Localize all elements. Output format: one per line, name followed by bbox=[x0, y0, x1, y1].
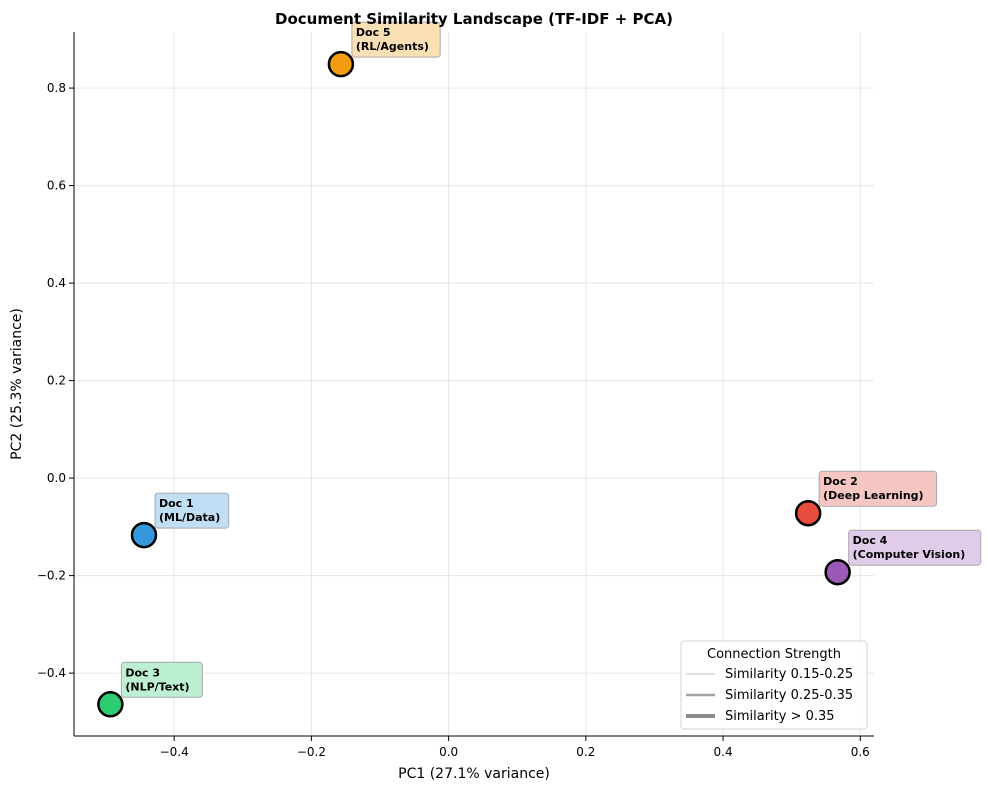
point-label-box bbox=[351, 21, 441, 58]
x-tick-label: −0.4 bbox=[160, 745, 189, 759]
data-point-group: Doc 3(NLP/Text) bbox=[97, 661, 203, 718]
point-topic: (RL/Agents) bbox=[356, 40, 429, 53]
point-topic: (ML/Data) bbox=[159, 511, 220, 524]
legend-entry-label: Similarity > 0.35 bbox=[725, 709, 835, 724]
x-tick-label: −0.2 bbox=[297, 745, 326, 759]
x-tick-label: 0.0 bbox=[439, 745, 458, 759]
point-label: Doc 2 bbox=[823, 475, 858, 488]
legend-title: Connection Strength bbox=[707, 647, 841, 662]
point-label-box bbox=[154, 492, 230, 529]
y-tick-label: 0.4 bbox=[47, 276, 66, 290]
data-point-group: Doc 2(Deep Learning) bbox=[794, 470, 938, 527]
point-topic: (Deep Learning) bbox=[823, 489, 923, 502]
y-tick-label: 0.0 bbox=[47, 471, 66, 485]
data-points: Doc 1(ML/Data)Doc 2(Deep Learning)Doc 3(… bbox=[97, 21, 982, 718]
point-label: Doc 1 bbox=[159, 497, 194, 510]
data-point bbox=[824, 558, 851, 586]
point-label-box bbox=[818, 470, 938, 507]
x-tick-label: 0.6 bbox=[851, 745, 870, 759]
x-tick-label: 0.2 bbox=[576, 745, 595, 759]
data-point bbox=[794, 499, 822, 527]
point-label-box bbox=[120, 661, 203, 698]
grid bbox=[74, 32, 874, 736]
x-axis-label: PC1 (27.1% variance) bbox=[398, 766, 550, 782]
axes: −0.4 −0.2 0.0 0.2 0.4 0.6 −0.4 −0.2 0.0 0.2 0.4 0.6… bbox=[37, 32, 874, 759]
data-point-group: Doc 1(ML/Data) bbox=[130, 492, 230, 549]
point-label: Doc 5 bbox=[356, 26, 391, 39]
data-point-group: Doc 5(RL/Agents) bbox=[327, 21, 441, 78]
y-tick-label: −0.2 bbox=[37, 569, 66, 583]
point-label: Doc 4 bbox=[853, 534, 888, 547]
point-topic: (Computer Vision) bbox=[853, 548, 966, 561]
y-tick-label: 0.2 bbox=[47, 374, 66, 388]
y-tick-label: −0.4 bbox=[37, 666, 66, 680]
legend: Connection Strength Similarity 0.15-0.25… bbox=[680, 640, 868, 730]
legend-frame bbox=[680, 640, 868, 730]
data-point bbox=[130, 521, 158, 549]
legend-entry-label: Similarity 0.25-0.35 bbox=[725, 688, 853, 703]
y-tick-label: 0.8 bbox=[47, 81, 66, 95]
data-point-group: Doc 4(Computer Vision) bbox=[824, 529, 982, 586]
legend-entry-label: Similarity 0.15-0.25 bbox=[725, 667, 853, 682]
chart-title: Document Similarity Landscape (TF-IDF + … bbox=[275, 10, 673, 28]
data-point bbox=[327, 50, 355, 78]
point-topic: (NLP/Text) bbox=[125, 680, 189, 693]
data-point bbox=[97, 691, 124, 718]
y-tick-label: 0.6 bbox=[47, 179, 66, 193]
point-label-box bbox=[848, 529, 982, 566]
point-label: Doc 3 bbox=[125, 666, 160, 679]
x-tick-label: 0.4 bbox=[714, 745, 733, 759]
y-axis-label: PC2 (25.3% variance) bbox=[9, 308, 25, 460]
